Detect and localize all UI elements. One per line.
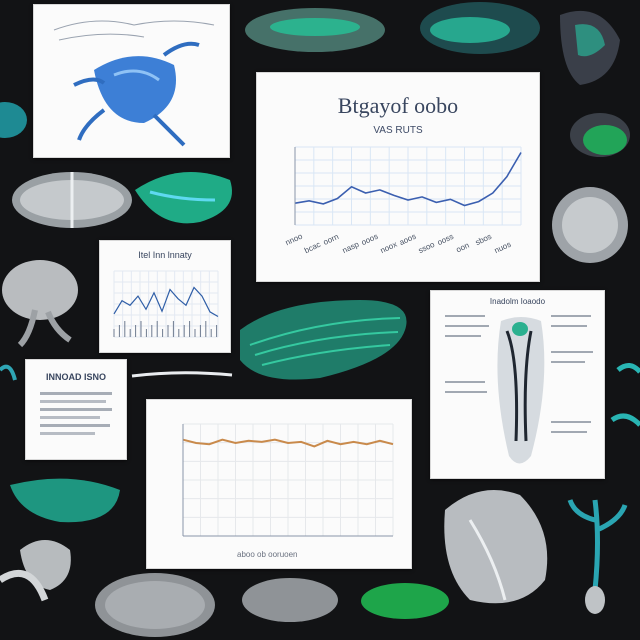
small-chart-card: Itel Inn lnnaty — [99, 240, 231, 353]
text-card: INNOAD ISNO — [25, 359, 127, 460]
insect-diagram — [445, 315, 593, 464]
text-card-lines — [40, 392, 112, 435]
bottom-chart-series — [182, 438, 394, 448]
blue-organism-illustration — [53, 20, 215, 147]
diagram-card: Inadolm Ioaodo — [430, 290, 605, 479]
main-chart-series — [294, 152, 522, 207]
main-chart-subtitle: VAS RUTS — [373, 125, 423, 136]
diagram-card-title: Inadolm Ioaodo — [489, 297, 546, 306]
small-chart-title: Itel Inn lnnaty — [138, 250, 192, 260]
small-chart-series — [113, 286, 219, 318]
bottom-chart-x-caption: aboo ob ooruoen — [237, 550, 298, 559]
main-chart-plot — [294, 146, 522, 226]
bottom-chart-card: aboo ob ooruoen — [146, 399, 412, 569]
main-chart-card: Btgayof oobo VAS RUTS nnoo bcac oorn nasp oo… — [256, 72, 540, 282]
small-chart-plot — [113, 270, 219, 338]
bottom-chart-plot — [182, 423, 394, 537]
illustration-card — [33, 4, 230, 158]
text-card-title: INNOAD ISNO — [45, 372, 106, 382]
main-chart-title: Btgayof oobo — [337, 93, 459, 118]
